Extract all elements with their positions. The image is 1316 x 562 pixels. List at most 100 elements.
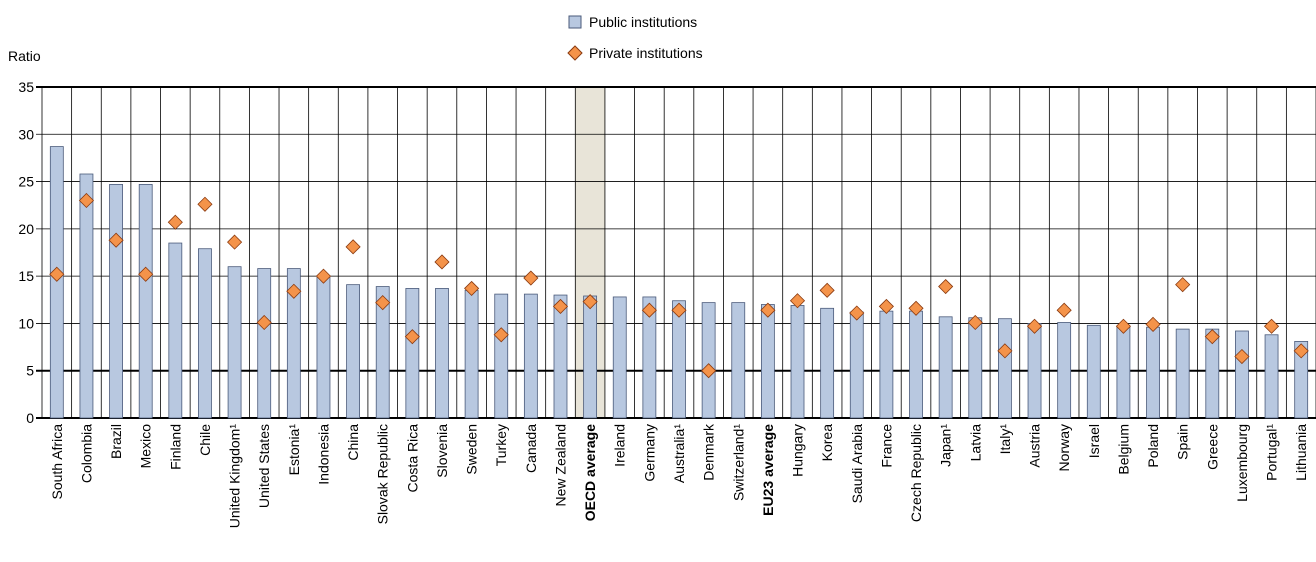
y-tick-label: 5	[26, 363, 34, 379]
diamond-marker	[671, 302, 687, 318]
diamond-marker	[849, 305, 865, 321]
x-tick-label: Belgium	[1115, 424, 1131, 475]
legend-swatch	[567, 45, 583, 61]
diamond-marker	[582, 294, 598, 310]
bar	[1086, 324, 1101, 419]
diamond-marker	[641, 302, 657, 318]
diamond-marker	[967, 314, 983, 331]
bar	[316, 275, 331, 419]
x-tick-label: Korea	[819, 424, 835, 462]
y-tick-label: 35	[18, 79, 34, 95]
bar	[672, 300, 686, 419]
bar	[968, 317, 983, 419]
x-tick-label: Costa Rica	[404, 424, 420, 493]
x-tick-label: Israel	[1086, 424, 1102, 458]
diamond-marker	[197, 196, 213, 212]
diamond-marker	[345, 239, 361, 255]
diamond-marker	[552, 298, 569, 314]
y-axis-label: Ratio	[8, 48, 41, 64]
bar	[938, 316, 953, 419]
diamond-marker	[1145, 316, 1161, 332]
bar	[998, 318, 1012, 419]
x-tick-label: Spain	[1175, 424, 1191, 460]
y-tick-label: 0	[26, 410, 34, 426]
diamond-marker	[701, 363, 717, 379]
bar	[760, 304, 775, 419]
diamond-marker	[493, 327, 509, 343]
x-tick-label: Brazil	[108, 424, 124, 459]
diamond-marker	[1204, 329, 1220, 345]
diamond-marker	[1263, 318, 1280, 334]
y-tick-label: 10	[18, 315, 34, 331]
x-tick-label: OECD average	[582, 424, 598, 521]
bar	[1146, 326, 1160, 419]
bar	[790, 305, 805, 419]
bar	[1027, 323, 1042, 419]
x-tick-label: Hungary	[790, 424, 806, 477]
bar	[109, 184, 123, 419]
x-tick-label: United States	[256, 424, 272, 508]
bar	[138, 184, 153, 419]
bar	[879, 310, 894, 419]
x-tick-label: Canada	[523, 424, 539, 473]
x-tick-label: Mexico	[138, 424, 154, 469]
diamond-marker	[938, 278, 954, 295]
bar	[375, 286, 390, 419]
bar	[1175, 328, 1190, 419]
x-tick-label: Switzerland¹	[730, 424, 746, 501]
legend-label: Private institutions	[589, 45, 703, 61]
diamond-marker	[523, 270, 539, 286]
x-tick-label: Lithuania	[1293, 424, 1309, 481]
bar	[731, 302, 746, 419]
bar	[1057, 322, 1072, 419]
x-tick-label: Sweden	[464, 424, 480, 475]
bar	[198, 248, 212, 419]
x-tick-label: Australia¹	[671, 424, 687, 483]
x-tick-label: Finland	[167, 424, 183, 470]
diamond-marker	[375, 295, 391, 311]
bar	[435, 288, 449, 419]
x-tick-label: Poland	[1145, 424, 1161, 468]
x-tick-label: Italy¹	[997, 424, 1013, 455]
diamond-marker	[908, 300, 924, 316]
diamond-marker	[167, 214, 183, 230]
x-tick-label: Chile	[197, 424, 213, 456]
diamond-marker	[1175, 277, 1191, 293]
diamond-marker	[108, 232, 124, 248]
x-tick-label: Saudi Arabia	[849, 424, 865, 504]
diamond-marker	[997, 343, 1013, 359]
bar	[1235, 330, 1249, 419]
diamond-marker	[1293, 343, 1309, 359]
x-tick-label: Portugal¹	[1264, 424, 1280, 481]
diamond-marker	[138, 266, 154, 282]
x-tick-label: Colombia	[78, 424, 94, 483]
bar	[1205, 328, 1220, 419]
bar	[820, 307, 835, 419]
diamond-marker	[404, 329, 420, 345]
bar	[168, 242, 183, 419]
x-tick-label: Latvia	[967, 424, 983, 462]
bar	[1294, 340, 1309, 419]
diamond-marker	[464, 280, 480, 297]
y-tick-label: 30	[18, 126, 34, 142]
bar	[494, 293, 509, 419]
y-tick-label: 25	[18, 174, 34, 190]
x-tick-label: South Africa	[49, 424, 65, 500]
x-tick-label: France	[878, 424, 894, 468]
x-tick-label: United Kingdom¹	[227, 424, 243, 529]
bar	[49, 146, 64, 419]
diamond-marker	[434, 254, 450, 270]
x-tick-label: Norway	[1056, 424, 1072, 471]
x-tick-label: New Zealand	[552, 424, 568, 507]
x-tick-label: Ireland	[612, 424, 628, 467]
x-tick-label: Indonesia	[315, 424, 331, 485]
bar	[79, 173, 94, 419]
legend-swatch	[568, 15, 582, 29]
diamond-marker	[1115, 318, 1131, 334]
bar	[1116, 325, 1131, 419]
bar	[612, 296, 627, 419]
bar	[346, 284, 360, 419]
bar	[523, 293, 538, 419]
x-tick-label: Austria	[1027, 424, 1043, 468]
y-tick-label: 15	[18, 268, 34, 284]
